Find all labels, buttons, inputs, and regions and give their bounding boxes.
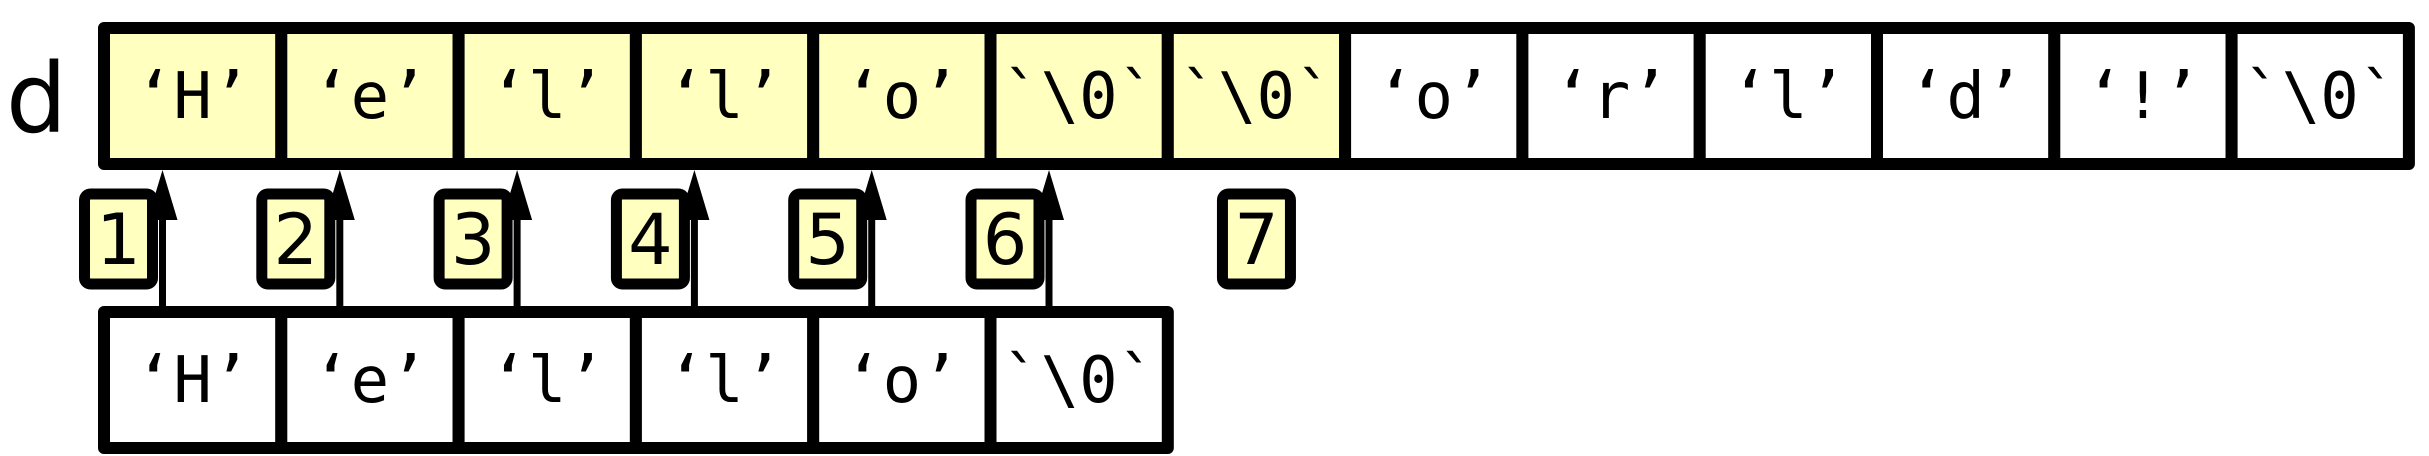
dest-cell: `\0` — [1161, 22, 1352, 170]
dest-cell-box — [452, 22, 642, 170]
copy-step: 3 — [433, 170, 533, 306]
dest-cell-text: ‘l’ — [667, 60, 783, 134]
copy-step: 6 — [965, 170, 1065, 306]
src-cell: ‘H’ — [98, 306, 288, 454]
dest-cell: ‘e’ — [275, 22, 465, 170]
src-cell-box — [984, 306, 1174, 454]
dest-cell-text: ‘!’ — [2085, 60, 2201, 134]
dest-cell: ‘!’ — [2048, 22, 2238, 170]
copy-step: 5 — [788, 170, 887, 306]
copy-steps: 1 2 3 4 5 6 7 — [79, 170, 1296, 306]
dest-cell: `\0` — [984, 22, 1174, 170]
src-cell: `\0` — [984, 306, 1174, 454]
dest-cell: ‘d’ — [1871, 22, 2061, 170]
step-number: 3 — [451, 199, 496, 281]
src-cell-text: ‘H’ — [135, 344, 251, 418]
src-cell: ‘l’ — [629, 306, 820, 454]
dest-cell-text: ‘o’ — [844, 60, 960, 134]
src-cell-text: ‘l’ — [489, 344, 605, 418]
dest-cell-text: `\0` — [1179, 60, 1333, 134]
dest-cell-box — [2225, 22, 2415, 170]
step-number: 7 — [1234, 199, 1279, 281]
dest-cell: ‘H’ — [98, 22, 288, 170]
src-cell: ‘l’ — [452, 306, 642, 454]
dest-cell-box — [1516, 22, 1706, 170]
src-cell-text: ‘e’ — [312, 344, 428, 418]
dest-cell-text: ‘l’ — [489, 60, 605, 134]
dest-cell-box — [275, 22, 465, 170]
step-badge — [433, 188, 513, 290]
dest-cell-text: ‘d’ — [1908, 60, 2024, 134]
dest-cell: ‘l’ — [1693, 22, 1883, 170]
dest-cell-box — [1693, 22, 1883, 170]
step-badge — [965, 188, 1045, 290]
dest-cell-text: ‘e’ — [312, 60, 428, 134]
dest-cell: `\0` — [2225, 22, 2415, 170]
dest-cell-box — [807, 22, 997, 170]
step-number: 5 — [805, 199, 850, 281]
dest-cell-text: ‘l’ — [1731, 60, 1847, 134]
dest-cell-text: `\0` — [1002, 60, 1156, 134]
dest-cell-text: ‘H’ — [135, 60, 251, 134]
step-badge — [788, 188, 868, 290]
copy-step: 7 — [1216, 188, 1296, 290]
dest-cell-box — [1339, 22, 1529, 170]
dest-cell: ‘r’ — [1516, 22, 1706, 170]
src-cell: ‘o’ — [807, 306, 997, 454]
dest-cell: ‘l’ — [629, 22, 820, 170]
step-number: 4 — [628, 199, 673, 281]
src-cell: ‘e’ — [275, 306, 465, 454]
dest-cell: ‘l’ — [452, 22, 642, 170]
step-badge — [610, 188, 690, 290]
src-cell-text: `\0` — [1002, 344, 1156, 418]
copy-step: 4 — [610, 170, 710, 306]
dest-cell-text: ‘o’ — [1376, 60, 1492, 134]
dest-cell: ‘o’ — [1339, 22, 1529, 170]
step-number: 6 — [983, 199, 1028, 281]
array-label-d: d — [6, 43, 67, 155]
src-cell-box — [629, 306, 820, 454]
copy-step: 1 — [79, 170, 178, 306]
source-array: ‘H’ ‘e’ ‘l’ ‘l’ ‘o’ `\0` — [98, 306, 1174, 454]
step-badge — [79, 188, 159, 290]
copy-step: 2 — [256, 170, 355, 306]
src-cell-text: ‘l’ — [667, 344, 783, 418]
step-badge — [256, 188, 336, 290]
dest-cell-box — [98, 22, 288, 170]
dest-cell-text: ‘r’ — [1553, 60, 1669, 134]
step-badge — [1216, 188, 1296, 290]
src-cell-text: ‘o’ — [844, 344, 960, 418]
dest-cell: ‘o’ — [807, 22, 997, 170]
step-number: 1 — [96, 199, 141, 281]
destination-array: ‘H’ ‘e’ ‘l’ ‘l’ ‘o’ `\0` `\0` ‘o’ ‘r’ ‘l’ ‘d’ ‘!’ `\… — [98, 22, 2415, 170]
dest-cell-text: `\0` — [2243, 60, 2397, 134]
step-number: 2 — [274, 199, 319, 281]
src-cell-box — [452, 306, 642, 454]
